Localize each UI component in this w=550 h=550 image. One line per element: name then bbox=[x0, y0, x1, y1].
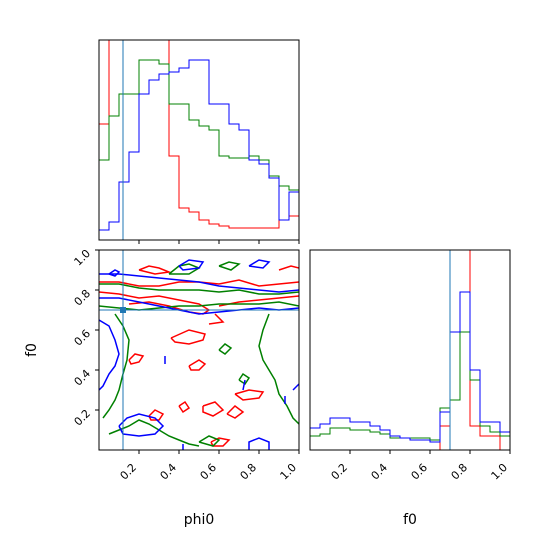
contour-red-line-4 bbox=[138, 265, 172, 275]
contour-blue-line-2 bbox=[99, 319, 120, 391]
contour-ytick-label-4: 1.0 bbox=[72, 247, 94, 269]
contour-y-ticks: 0.2 0.4 0.6 0.8 1.0 bbox=[72, 247, 99, 429]
hist-phi0-red-series bbox=[99, 40, 299, 240]
contour-blue-line-4 bbox=[178, 259, 205, 271]
contour-truth-lines bbox=[99, 250, 299, 450]
hist-f0-x-ticks: 0.2 0.4 0.6 0.8 1.0 bbox=[329, 450, 511, 482]
hist-f0-xtick-label-2: 0.6 bbox=[409, 461, 431, 483]
contour-background bbox=[99, 250, 299, 450]
hist-f0-xtick-label-3: 0.8 bbox=[449, 461, 471, 483]
contour-red-line-9 bbox=[226, 405, 245, 419]
contour-red-line-1 bbox=[99, 291, 211, 315]
contour-blue-line-12 bbox=[292, 383, 299, 391]
contour-red-line-11 bbox=[148, 409, 165, 421]
x-axis-label-phi0: phi0 bbox=[184, 512, 215, 528]
hist-f0-series-group bbox=[310, 250, 510, 450]
hist-f0-background bbox=[310, 250, 510, 450]
contour-xtick-label-3: 0.8 bbox=[238, 461, 260, 483]
contour-blue-line-5 bbox=[248, 259, 271, 269]
contour-green-line-8 bbox=[198, 435, 221, 447]
contour-series-group bbox=[99, 259, 299, 450]
contour-blue-line-3 bbox=[108, 269, 121, 277]
contour-ytick-label-0: 0.2 bbox=[72, 407, 94, 429]
contour-ytick-label-2: 0.6 bbox=[72, 327, 94, 349]
contour-green-line-9 bbox=[218, 343, 233, 355]
contour-blue-line-11 bbox=[248, 437, 270, 450]
contour-green-line-3 bbox=[258, 313, 299, 425]
hist-phi0-blue-series bbox=[99, 59, 299, 240]
y-axis-label-f0: f0 bbox=[24, 343, 40, 357]
contour-x-ticks: 0.2 0.4 0.6 0.8 1.0 bbox=[118, 450, 300, 482]
contour-xtick-label-1: 0.4 bbox=[158, 461, 180, 483]
contour-blue-line-7 bbox=[242, 379, 246, 391]
contour-red-line-5 bbox=[170, 329, 206, 345]
hist-f0-frame bbox=[309, 249, 511, 451]
hist-phi0-frame bbox=[98, 39, 300, 241]
contour-ytick-label-3: 0.8 bbox=[72, 287, 94, 309]
hist-f0-blue-series bbox=[310, 291, 510, 450]
truth-marker bbox=[120, 307, 126, 313]
contour-red-line-10 bbox=[178, 400, 191, 414]
contour-green-line-4 bbox=[108, 419, 200, 447]
contour-green-line-1 bbox=[99, 301, 299, 311]
contour-red-line-3 bbox=[208, 313, 225, 325]
x-axis-label-f0: f0 bbox=[403, 512, 417, 528]
hist-phi0-series-group bbox=[99, 40, 299, 240]
contour-xtick-label-0: 0.2 bbox=[118, 461, 140, 483]
contour-frame bbox=[98, 249, 300, 451]
hist-f0-panel: 0.2 0.4 0.6 0.8 1.0 bbox=[309, 249, 511, 482]
hist-f0-red-series bbox=[310, 250, 510, 450]
contour-red-line-12 bbox=[128, 353, 145, 365]
contour-red-line-8 bbox=[202, 401, 225, 417]
hist-f0-xtick-label-4: 1.0 bbox=[489, 461, 511, 483]
contour-green-line-0 bbox=[99, 283, 299, 295]
contour-blue-line-1 bbox=[99, 297, 299, 315]
contour-green-line-6 bbox=[218, 261, 241, 271]
contour-blue-line-0 bbox=[99, 273, 299, 293]
hist-f0-green-series bbox=[310, 331, 510, 450]
hist-f0-xtick-label-1: 0.4 bbox=[369, 461, 391, 483]
contour-green-line-7 bbox=[238, 372, 251, 386]
contour-green-line-5 bbox=[168, 263, 201, 275]
hist-phi0-background bbox=[99, 40, 299, 240]
contour-xtick-label-4: 1.0 bbox=[278, 461, 300, 483]
contour-red-line-14 bbox=[278, 265, 299, 271]
hist-phi0-x-ticks bbox=[138, 240, 300, 244]
contour-ytick-label-1: 0.4 bbox=[72, 367, 94, 389]
contour-red-line-6 bbox=[188, 359, 207, 371]
contour-blue-line-6 bbox=[118, 413, 165, 437]
contour-phi0-f0-panel: 0.2 0.4 0.6 0.8 1.0 0.2 0.4 0.6 0.8 1.0 bbox=[72, 247, 300, 482]
contour-red-line-7 bbox=[234, 389, 265, 401]
hist-phi0-panel bbox=[98, 39, 300, 244]
contour-xtick-label-2: 0.6 bbox=[198, 461, 220, 483]
hist-f0-xtick-label-0: 0.2 bbox=[329, 461, 351, 483]
